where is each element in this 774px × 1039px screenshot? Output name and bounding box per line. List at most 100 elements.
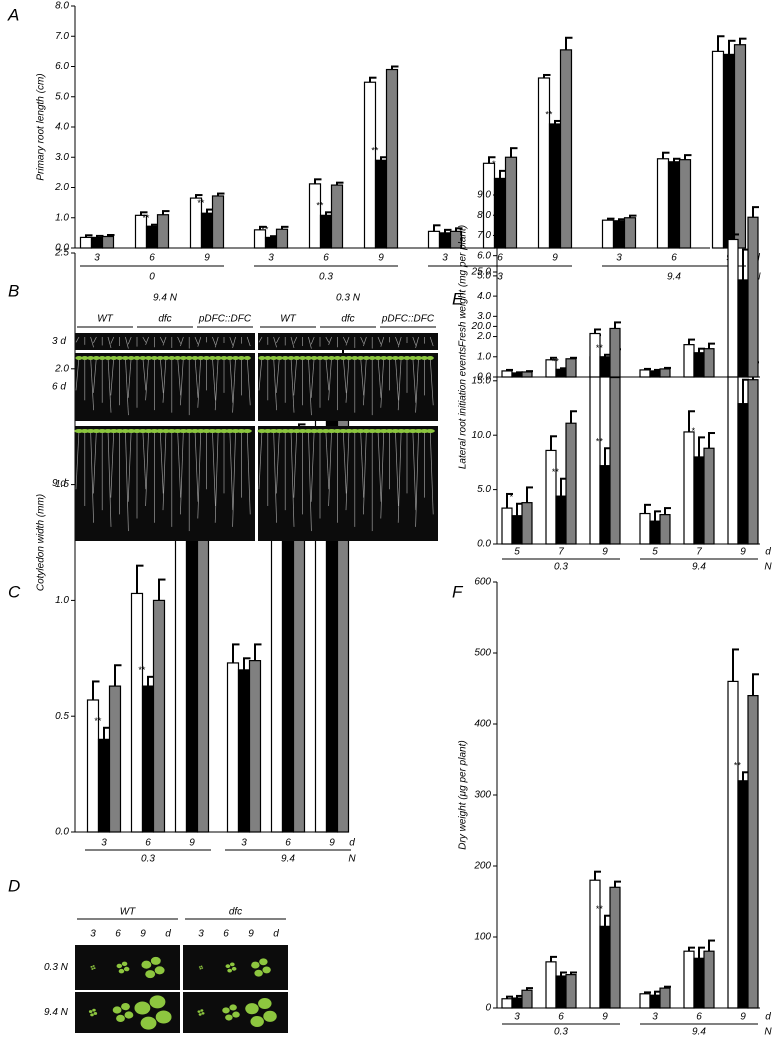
- seedling: [237, 356, 245, 360]
- x-tick-label: 6: [671, 253, 677, 264]
- root: [93, 336, 97, 344]
- bar: [623, 217, 637, 249]
- x-tick-label: 9: [552, 253, 558, 264]
- x-tick-label: 9: [189, 838, 195, 849]
- leaf: [93, 967, 96, 970]
- root: [145, 356, 149, 401]
- photo: [258, 333, 438, 350]
- seedling: [415, 356, 423, 360]
- seedling: [310, 356, 318, 360]
- bar: [599, 925, 611, 1009]
- y-tick-label: 2.0: [54, 182, 69, 193]
- y-tick-label: 3.0: [477, 311, 491, 322]
- leaf: [262, 966, 271, 974]
- bar: [548, 123, 562, 249]
- bar: [747, 379, 759, 545]
- bar: [609, 886, 621, 1009]
- seedling: [92, 356, 100, 360]
- significance: **: [733, 761, 741, 771]
- x-tick-label: 5: [514, 547, 520, 558]
- leaf: [121, 1003, 130, 1011]
- root: [276, 429, 280, 494]
- seedling: [304, 356, 312, 360]
- leaf: [149, 995, 166, 1009]
- leaf: [123, 966, 130, 972]
- root: [412, 356, 417, 403]
- bar: [649, 370, 661, 378]
- y-tick-label: 400: [474, 719, 491, 730]
- root: [395, 429, 399, 506]
- panel-letter: C: [8, 582, 21, 601]
- condition-label: 0.3 N: [336, 293, 361, 304]
- root: [397, 336, 402, 348]
- root: [380, 429, 385, 519]
- seedling: [127, 356, 135, 360]
- seedling: [191, 356, 199, 360]
- leaf: [201, 967, 204, 969]
- y-tick-label: 500: [474, 648, 491, 659]
- root: [107, 356, 112, 413]
- leaf: [227, 968, 233, 973]
- y-axis-label: Lateral root initiation events: [458, 347, 469, 469]
- y-tick-label: 300: [474, 790, 491, 801]
- root: [125, 429, 129, 532]
- root: [273, 356, 277, 411]
- day-label: 3: [198, 929, 204, 940]
- y-tick-label: 2.0: [476, 331, 491, 342]
- root: [429, 356, 434, 406]
- bar: [599, 356, 611, 378]
- bar: [174, 518, 188, 833]
- root: [328, 429, 332, 506]
- seedling: [275, 356, 283, 360]
- leaf: [263, 1010, 277, 1022]
- root: [290, 336, 295, 349]
- bar: [727, 238, 739, 378]
- seedling: [425, 429, 435, 433]
- y-tick-label: 600: [474, 577, 491, 588]
- photo: [258, 426, 438, 541]
- root: [229, 429, 234, 511]
- bar: [130, 592, 144, 833]
- panel-letter: B: [8, 281, 19, 300]
- root: [290, 429, 295, 527]
- root: [142, 336, 147, 343]
- bar: [639, 369, 651, 378]
- group-unit: N: [764, 1027, 772, 1038]
- root: [246, 336, 251, 347]
- seedling: [139, 356, 147, 360]
- seedling: [420, 356, 428, 360]
- bar: [589, 356, 601, 545]
- root: [180, 336, 184, 347]
- group-label: 0.3: [319, 272, 333, 283]
- genotype-label: dfc: [158, 314, 171, 325]
- significance: *: [509, 492, 513, 502]
- bar: [108, 685, 122, 833]
- genotype-label: WT: [280, 314, 296, 325]
- root: [310, 429, 315, 502]
- root: [345, 336, 350, 346]
- root: [162, 429, 167, 511]
- significance: *: [691, 426, 695, 436]
- seedling: [168, 356, 176, 360]
- bar: [565, 974, 577, 1009]
- bar: [599, 465, 611, 545]
- bar: [589, 332, 601, 378]
- root: [308, 336, 312, 349]
- bar: [374, 159, 388, 249]
- root: [75, 429, 80, 490]
- leaf: [225, 1014, 233, 1021]
- bar: [275, 228, 289, 249]
- group-unit: N: [764, 562, 772, 573]
- seedling: [287, 356, 295, 360]
- bar: [559, 49, 573, 249]
- y-tick-label: 0.0: [477, 539, 491, 550]
- root: [395, 356, 399, 401]
- root: [159, 429, 164, 494]
- panel-letter: A: [7, 5, 19, 24]
- group-unit: N: [348, 854, 356, 865]
- y-tick-label: 6.0: [55, 61, 69, 72]
- root: [360, 356, 364, 396]
- bar: [427, 230, 441, 249]
- root: [177, 356, 181, 396]
- root: [342, 356, 347, 393]
